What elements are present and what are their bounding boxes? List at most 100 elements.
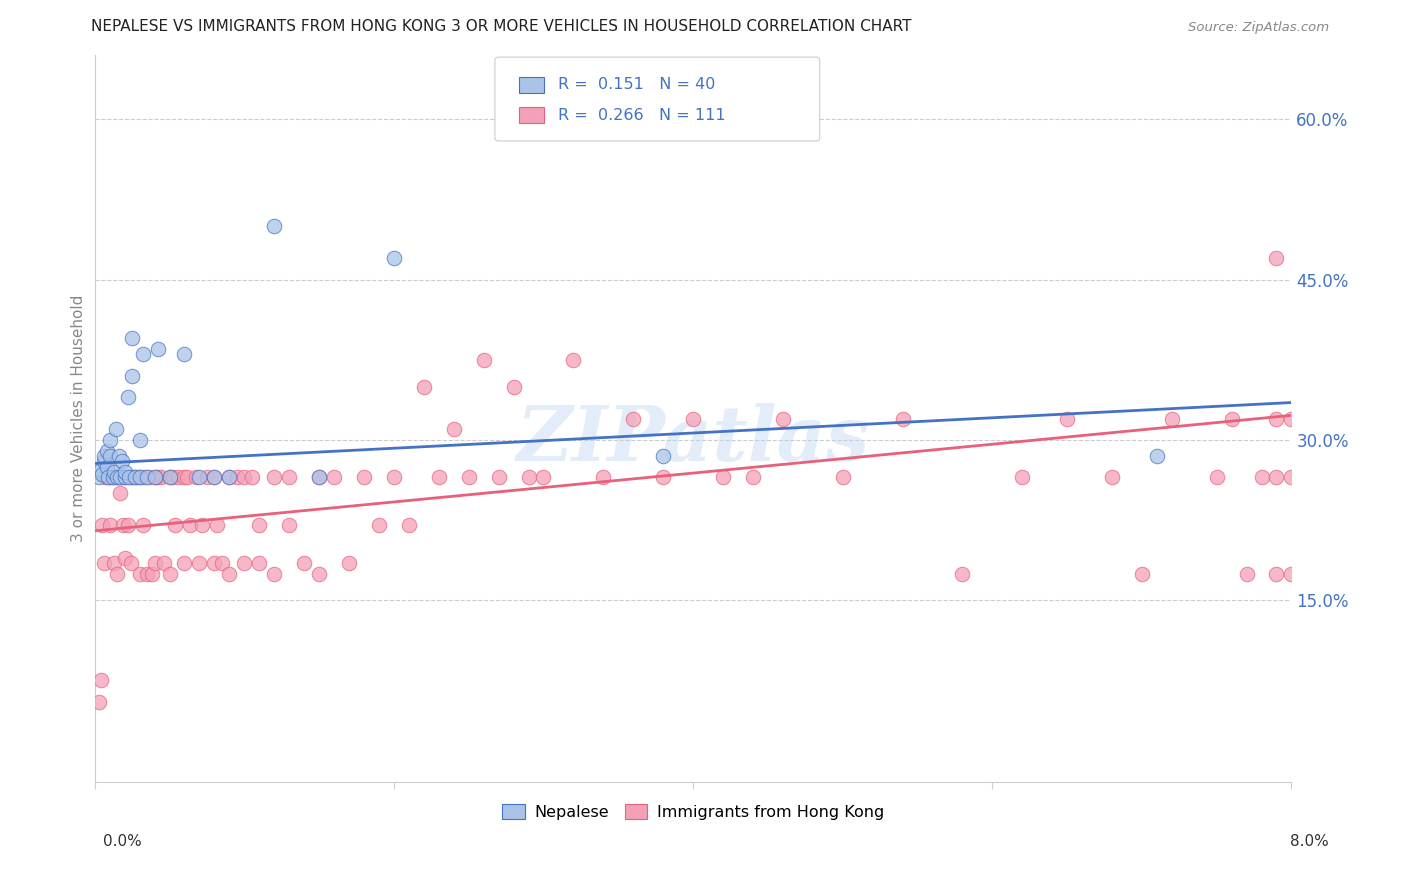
Point [186, 470, 208, 484]
Point [121, 331, 143, 345]
Point [149, 470, 172, 484]
Point [143, 470, 166, 484]
Point [93, 449, 115, 463]
Point [218, 566, 240, 581]
Point [173, 556, 195, 570]
Point [143, 556, 166, 570]
Point [176, 470, 198, 484]
Point [218, 470, 240, 484]
Point [111, 470, 134, 484]
Point [188, 470, 211, 484]
Point [121, 470, 143, 484]
Y-axis label: 3 or more Vehicles in Household: 3 or more Vehicles in Household [72, 295, 86, 542]
Point [263, 566, 285, 581]
Point [124, 470, 146, 484]
Point [118, 470, 141, 484]
Point [159, 470, 181, 484]
Point [1160, 411, 1182, 425]
Point [1146, 449, 1168, 463]
Point [233, 556, 256, 570]
Point [652, 449, 675, 463]
Point [247, 556, 270, 570]
Point [502, 379, 524, 393]
Point [488, 470, 510, 484]
Point [533, 470, 555, 484]
Point [103, 556, 125, 570]
Point [101, 470, 124, 484]
Point [891, 411, 914, 425]
Point [472, 352, 495, 367]
Point [1265, 252, 1288, 266]
Point [202, 556, 225, 570]
Point [188, 556, 211, 570]
Point [136, 566, 159, 581]
Point [1281, 411, 1303, 425]
Point [114, 470, 136, 484]
Point [93, 454, 115, 468]
Point [117, 390, 139, 404]
Point [98, 518, 121, 533]
Point [412, 379, 434, 393]
Point [240, 470, 263, 484]
Point [91, 467, 114, 482]
Point [1236, 566, 1258, 581]
Point [162, 470, 184, 484]
Point [165, 518, 187, 533]
Point [108, 486, 131, 500]
Point [91, 518, 114, 533]
Point [202, 470, 225, 484]
Point [173, 347, 195, 361]
Point [136, 470, 159, 484]
Point [97, 470, 120, 484]
Point [146, 470, 169, 484]
Point [111, 454, 134, 468]
Point [128, 470, 150, 484]
Point [89, 695, 111, 709]
Point [112, 518, 135, 533]
Point [1101, 470, 1123, 484]
Point [114, 470, 136, 484]
Point [104, 422, 127, 436]
Point [114, 465, 136, 479]
Text: ZIPatlas: ZIPatlas [516, 403, 870, 477]
Point [308, 470, 330, 484]
Point [128, 470, 150, 484]
Point [105, 566, 128, 581]
Point [652, 470, 675, 484]
Point [427, 470, 450, 484]
Point [202, 470, 225, 484]
Point [278, 518, 301, 533]
Point [98, 470, 121, 484]
Point [398, 518, 420, 533]
Point [1220, 411, 1243, 425]
Point [1265, 566, 1288, 581]
Text: 0.0%: 0.0% [103, 834, 142, 848]
Point [457, 470, 479, 484]
Point [89, 470, 111, 484]
Point [122, 470, 145, 484]
Point [107, 449, 129, 463]
Point [117, 518, 139, 533]
Point [90, 673, 112, 688]
Point [96, 459, 118, 474]
Point [1250, 470, 1272, 484]
Point [118, 470, 141, 484]
Point [263, 470, 285, 484]
Point [167, 470, 190, 484]
Point [207, 518, 229, 533]
Point [132, 470, 155, 484]
Point [143, 470, 166, 484]
Point [711, 470, 734, 484]
Point [94, 470, 117, 484]
Point [96, 465, 118, 479]
Point [621, 411, 644, 425]
Point [278, 470, 301, 484]
Point [742, 470, 765, 484]
Point [159, 566, 181, 581]
Text: R =  0.266   N = 111: R = 0.266 N = 111 [558, 108, 725, 122]
Legend: Nepalese, Immigrants from Hong Kong: Nepalese, Immigrants from Hong Kong [496, 797, 890, 826]
Point [382, 252, 405, 266]
Point [292, 556, 315, 570]
Point [103, 465, 125, 479]
Point [138, 470, 160, 484]
